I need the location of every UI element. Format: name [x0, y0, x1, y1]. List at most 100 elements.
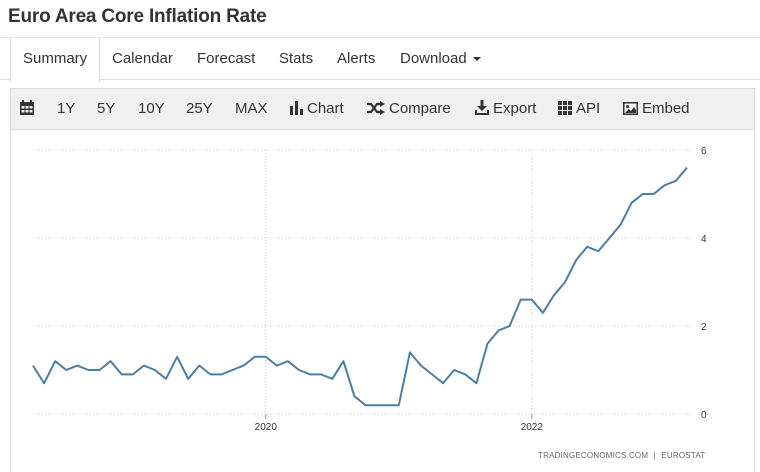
tab-bar: Summary Calendar Forecast Stats Alerts D… — [0, 37, 760, 82]
data-point — [352, 394, 356, 398]
bar-chart-icon — [290, 101, 303, 115]
source-provider: EUROSTAT — [661, 451, 706, 460]
tab-summary[interactable]: Summary — [10, 38, 101, 82]
shuffle-icon — [367, 101, 385, 115]
tab-forecast-label: Forecast — [197, 50, 256, 67]
data-point — [186, 377, 190, 381]
data-point — [219, 372, 223, 376]
data-point — [131, 372, 135, 376]
data-point — [98, 368, 102, 372]
grid-icon — [558, 101, 572, 115]
chart-toolbar: 1Y 5Y 10Y 25Y MAX Chart Compare Export A… — [10, 88, 755, 130]
data-point — [474, 381, 478, 385]
data-point — [419, 364, 423, 368]
tab-summary-label: Summary — [23, 50, 88, 67]
download-icon — [475, 100, 489, 115]
data-point — [75, 364, 79, 368]
data-point — [519, 298, 523, 302]
api-button[interactable]: API — [558, 89, 600, 129]
data-point — [153, 368, 157, 372]
caret-down-icon — [472, 57, 481, 62]
data-point — [197, 364, 201, 368]
data-point — [275, 364, 279, 368]
data-point — [330, 377, 334, 381]
source-separator: | — [653, 451, 656, 460]
range-max-button[interactable]: MAX — [235, 100, 268, 117]
data-point — [630, 201, 634, 205]
data-point — [42, 381, 46, 385]
tab-forecast[interactable]: Forecast — [185, 38, 267, 81]
chart-type-button[interactable]: Chart — [290, 89, 344, 129]
data-point — [120, 372, 124, 376]
data-point — [31, 364, 35, 368]
tab-download[interactable]: Download — [388, 38, 493, 81]
data-point — [308, 372, 312, 376]
data-point — [674, 179, 678, 183]
data-point — [530, 298, 534, 302]
data-point — [452, 368, 456, 372]
data-point — [53, 359, 57, 363]
data-point — [397, 403, 401, 407]
range-5y-button[interactable]: 5Y — [97, 100, 116, 117]
data-point — [585, 245, 589, 249]
range-1y-button[interactable]: 1Y — [57, 100, 76, 117]
data-point — [341, 359, 345, 363]
range-10y-button[interactable]: 10Y — [138, 100, 165, 117]
data-point — [618, 223, 622, 227]
y-tick-label: 2 — [701, 322, 707, 333]
data-point — [408, 350, 412, 354]
tab-download-label: Download — [400, 50, 467, 67]
embed-button[interactable]: Embed — [623, 89, 690, 129]
data-point — [441, 381, 445, 385]
data-point — [286, 359, 290, 363]
tab-stats[interactable]: Stats — [267, 38, 325, 81]
tab-alerts[interactable]: Alerts — [325, 38, 387, 81]
tab-calendar-label: Calendar — [112, 50, 173, 67]
page-title: Euro Area Core Inflation Rate — [8, 6, 267, 27]
compare-button[interactable]: Compare — [367, 89, 451, 129]
data-point — [64, 368, 68, 372]
calendar-button[interactable] — [20, 89, 38, 129]
data-point — [253, 355, 257, 359]
data-point — [541, 311, 545, 315]
range-25y-button[interactable]: 25Y — [186, 100, 213, 117]
embed-label: Embed — [642, 100, 690, 117]
data-point — [297, 368, 301, 372]
data-point — [663, 183, 667, 187]
data-point — [208, 372, 212, 376]
export-button[interactable]: Export — [475, 89, 536, 129]
data-point — [497, 328, 501, 332]
inflation-line-chart: 0 2 4 6 2020 2022 — [31, 146, 707, 433]
data-point — [386, 403, 390, 407]
x-tick-label: 2020 — [255, 422, 278, 433]
compare-label: Compare — [389, 100, 451, 117]
tab-calendar[interactable]: Calendar — [100, 38, 185, 81]
calendar-icon — [20, 100, 34, 115]
data-point — [463, 372, 467, 376]
data-point — [485, 342, 489, 346]
data-point — [319, 372, 323, 376]
data-point — [430, 372, 434, 376]
data-point — [264, 355, 268, 359]
source-site: TRADINGECONOMICS.COM — [538, 451, 649, 460]
data-point — [508, 324, 512, 328]
data-point — [596, 249, 600, 253]
data-point — [109, 359, 113, 363]
chart-type-label: Chart — [307, 100, 344, 117]
chart-container: 0 2 4 6 2020 2022 TRADINGECONOMICS.COM | EURO… — [10, 130, 755, 472]
data-point — [652, 192, 656, 196]
tab-stats-label: Stats — [279, 50, 314, 67]
y-tick-label: 0 — [701, 410, 707, 421]
data-point — [685, 166, 689, 170]
data-point — [641, 192, 645, 196]
data-point — [164, 377, 168, 381]
source-attribution: TRADINGECONOMICS.COM | EUROSTAT — [538, 451, 705, 460]
image-icon — [623, 102, 638, 115]
x-tick-label: 2022 — [521, 422, 544, 433]
data-point — [563, 280, 567, 284]
series-line — [32, 166, 688, 407]
data-point — [242, 364, 246, 368]
data-point — [175, 355, 179, 359]
y-tick-label: 4 — [701, 234, 707, 245]
data-point — [375, 403, 379, 407]
